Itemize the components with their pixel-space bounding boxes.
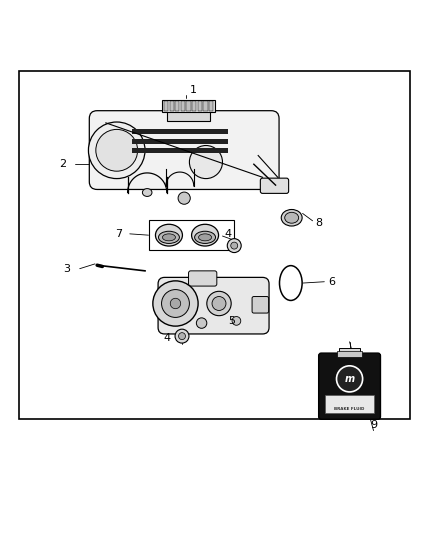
Bar xyxy=(198,101,202,111)
Bar xyxy=(164,101,168,111)
Circle shape xyxy=(162,289,189,318)
Ellipse shape xyxy=(191,224,219,246)
FancyBboxPatch shape xyxy=(252,296,268,313)
Ellipse shape xyxy=(285,212,299,223)
Bar xyxy=(203,101,208,111)
Text: 9: 9 xyxy=(370,421,377,430)
Ellipse shape xyxy=(281,209,302,226)
Bar xyxy=(19,71,410,419)
Bar xyxy=(167,111,210,120)
Text: 4: 4 xyxy=(163,333,170,343)
Circle shape xyxy=(227,239,241,253)
Ellipse shape xyxy=(155,224,183,246)
Circle shape xyxy=(231,242,238,249)
Bar xyxy=(339,348,360,355)
Text: 4: 4 xyxy=(224,229,231,239)
Circle shape xyxy=(153,281,198,326)
Circle shape xyxy=(196,318,207,328)
Circle shape xyxy=(232,317,241,325)
Circle shape xyxy=(336,366,363,392)
FancyBboxPatch shape xyxy=(260,178,289,193)
Bar xyxy=(132,129,228,134)
Circle shape xyxy=(88,122,145,179)
Ellipse shape xyxy=(159,231,180,244)
Bar xyxy=(187,101,191,111)
Bar xyxy=(132,139,228,144)
Text: 8: 8 xyxy=(315,218,323,228)
Text: 6: 6 xyxy=(328,277,336,287)
Circle shape xyxy=(189,146,223,179)
Circle shape xyxy=(179,333,185,340)
Ellipse shape xyxy=(162,234,176,241)
Text: 5: 5 xyxy=(229,316,236,326)
Bar xyxy=(325,395,374,413)
Ellipse shape xyxy=(142,189,152,197)
Bar xyxy=(149,220,234,250)
Bar xyxy=(181,101,185,111)
FancyBboxPatch shape xyxy=(188,271,217,286)
Text: 3: 3 xyxy=(63,264,70,273)
Bar xyxy=(209,101,213,111)
Bar xyxy=(170,101,174,111)
Text: 2: 2 xyxy=(59,159,66,169)
Text: m: m xyxy=(345,374,355,384)
Bar xyxy=(337,351,362,357)
Circle shape xyxy=(96,130,138,171)
Circle shape xyxy=(170,298,181,309)
Text: BRAKE FLUID: BRAKE FLUID xyxy=(334,407,365,411)
Text: 7: 7 xyxy=(115,229,123,239)
Ellipse shape xyxy=(194,231,215,244)
Text: 1: 1 xyxy=(189,85,196,95)
FancyBboxPatch shape xyxy=(158,277,269,334)
Bar xyxy=(175,101,179,111)
Circle shape xyxy=(212,296,226,310)
Bar xyxy=(132,148,228,154)
Circle shape xyxy=(175,329,189,343)
Ellipse shape xyxy=(198,234,212,241)
Circle shape xyxy=(207,292,231,316)
Circle shape xyxy=(178,192,190,204)
FancyBboxPatch shape xyxy=(89,111,279,189)
FancyBboxPatch shape xyxy=(319,353,381,419)
Bar xyxy=(192,101,196,111)
Bar xyxy=(162,100,215,112)
